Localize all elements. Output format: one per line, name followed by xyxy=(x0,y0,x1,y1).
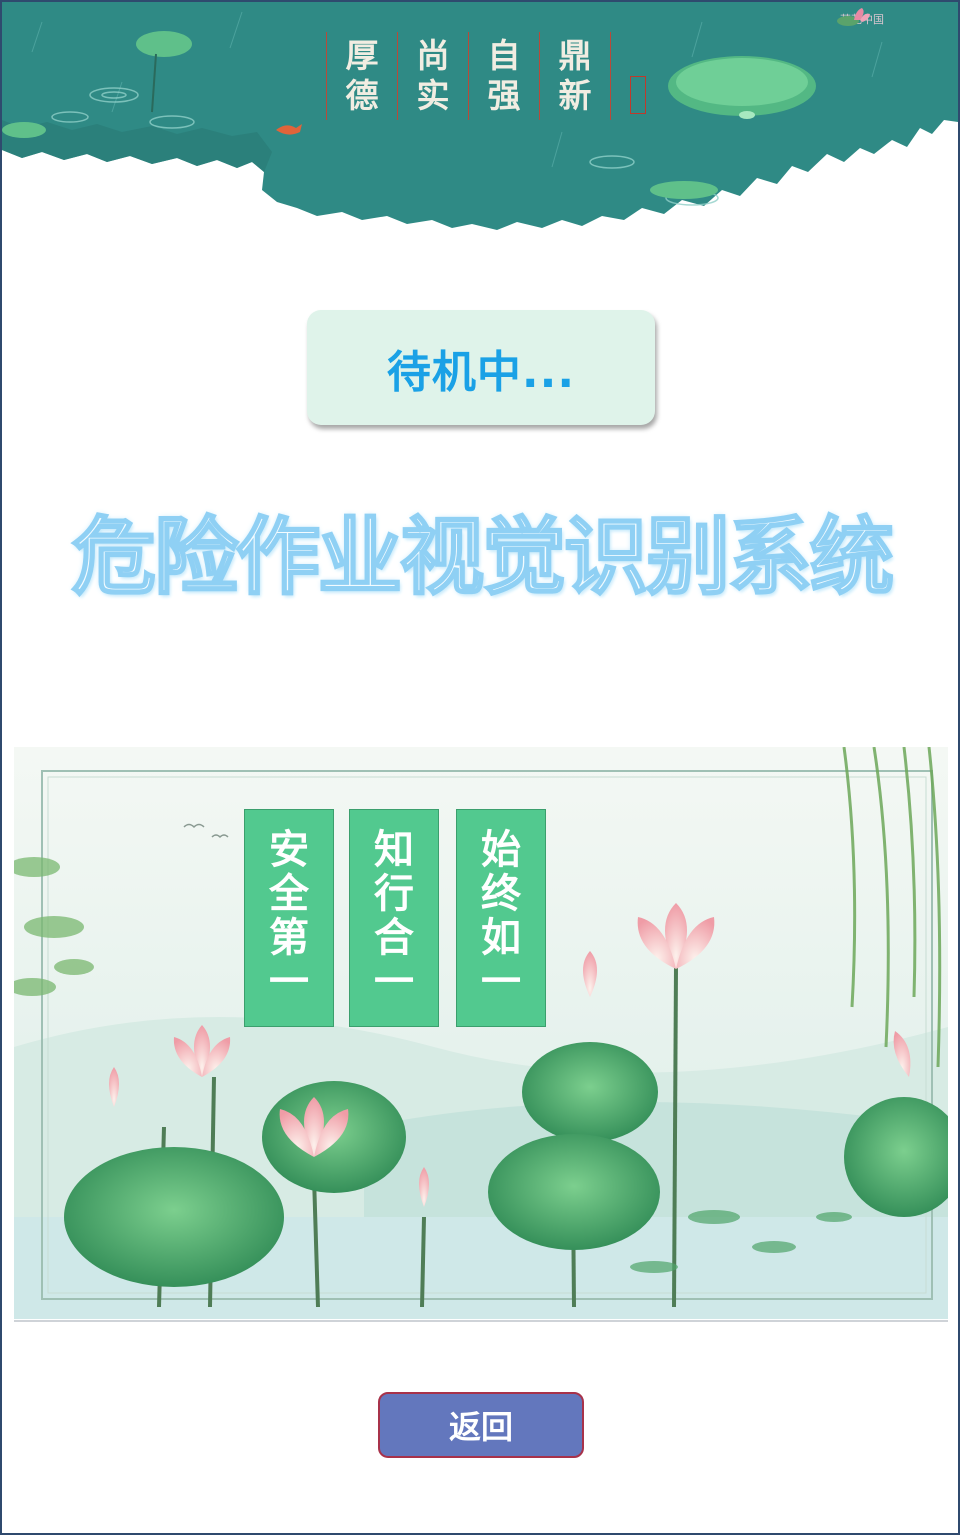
slogan-char: 安 xyxy=(269,827,309,873)
slogan-banner: 知 行 合 一 xyxy=(349,809,439,1027)
red-seal-icon xyxy=(630,76,646,114)
motto-char: 厚 xyxy=(345,36,379,75)
slogan-banner: 安 全 第 一 xyxy=(244,809,334,1027)
logo: 荷花中国 xyxy=(836,6,884,32)
slogan-char: 如 xyxy=(481,915,521,961)
motto-char: 自 xyxy=(487,36,521,75)
slogan-char: 知 xyxy=(374,827,414,873)
status-box: 待机中... xyxy=(307,310,655,425)
status-text: 待机中... xyxy=(386,346,576,398)
slogan-banner: 始 终 如 一 xyxy=(456,809,546,1027)
page-title: 危险作业视觉识别系统 xyxy=(71,507,896,608)
motto-column: 自 强 xyxy=(468,32,539,120)
slogan-char: 第 xyxy=(269,915,309,961)
slogan-char: 行 xyxy=(374,871,414,917)
motto-column: 鼎 新 xyxy=(539,32,611,120)
slogan-char: 一 xyxy=(374,959,414,1005)
motto-char: 新 xyxy=(558,76,592,115)
motto-column: 尚 实 xyxy=(397,32,468,120)
banner-artwork xyxy=(2,2,958,230)
motto-char: 强 xyxy=(487,76,521,115)
divider xyxy=(14,1320,948,1322)
motto-char: 德 xyxy=(345,76,379,115)
slogan-char: 终 xyxy=(481,871,521,917)
header-banner: 厚 德 尚 实 自 强 鼎 新 荷花中国 xyxy=(2,2,958,252)
motto-char: 尚 xyxy=(416,36,450,75)
slogan-char: 一 xyxy=(481,959,521,1005)
slogan-char: 一 xyxy=(269,959,309,1005)
slogan-char: 全 xyxy=(269,871,309,917)
slogan-char: 合 xyxy=(374,915,414,961)
motto-char: 鼎 xyxy=(558,36,592,75)
motto-column: 厚 德 xyxy=(326,32,397,120)
slogan-char: 始 xyxy=(481,827,521,873)
back-button[interactable]: 返回 xyxy=(378,1392,584,1458)
motto-columns: 厚 德 尚 实 自 强 鼎 新 xyxy=(326,32,611,120)
lotus-logo-icon xyxy=(837,8,870,26)
motto-char: 实 xyxy=(416,76,450,115)
lotus-scene-image: 安 全 第 一 知 行 合 一 始 终 如 一 xyxy=(14,747,948,1319)
